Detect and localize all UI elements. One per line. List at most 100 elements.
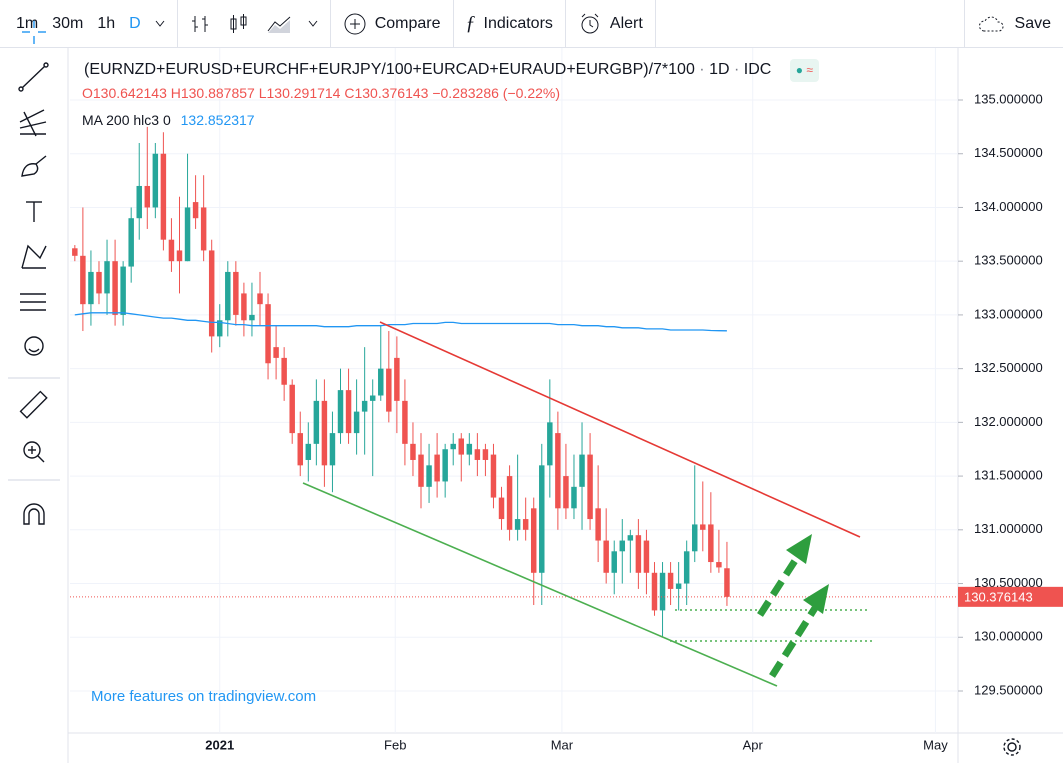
support-trendline[interactable] bbox=[302, 482, 778, 687]
candle-body bbox=[112, 261, 118, 315]
candle-body bbox=[683, 551, 690, 584]
candle-body bbox=[369, 395, 376, 401]
bars-icon[interactable] bbox=[190, 13, 212, 35]
candle-body bbox=[297, 433, 303, 466]
candle-body bbox=[675, 583, 682, 589]
candle-body bbox=[233, 271, 239, 315]
ohlc-open: O130.642143 bbox=[82, 85, 167, 101]
x-tick-label: Mar bbox=[551, 737, 574, 752]
candle-body bbox=[257, 293, 263, 305]
arrow[interactable] bbox=[769, 584, 829, 678]
zoom-tool[interactable] bbox=[23, 441, 45, 463]
candle-body bbox=[514, 519, 521, 530]
interval-group: 1m 30m 1h D bbox=[0, 0, 178, 48]
compare-button[interactable]: Compare bbox=[331, 0, 454, 48]
left-toolbar bbox=[8, 20, 1021, 756]
text-tool[interactable] bbox=[26, 201, 42, 222]
interval-button[interactable]: 1h bbox=[97, 14, 116, 32]
area-icon[interactable] bbox=[266, 13, 292, 35]
y-tick-label: 134.500000 bbox=[974, 145, 1043, 160]
candle-body bbox=[555, 433, 561, 509]
moving-average bbox=[74, 312, 727, 332]
top-toolbar: 1m 30m 1h D Compare ƒ Indicators Alert S… bbox=[0, 0, 1063, 48]
candle-body bbox=[273, 347, 279, 358]
interval-button[interactable]: 30m bbox=[52, 14, 84, 32]
alert-label: Alert bbox=[609, 14, 643, 32]
interval-button[interactable]: D bbox=[129, 14, 141, 32]
separator: · bbox=[733, 61, 744, 78]
settings-icon[interactable] bbox=[1003, 738, 1021, 756]
candle-body bbox=[144, 185, 151, 208]
watermark[interactable]: More features on tradingview.com bbox=[91, 688, 317, 705]
ohlc-close: C130.376143 bbox=[344, 85, 429, 101]
candle-body bbox=[88, 271, 94, 305]
save-button[interactable]: Save bbox=[963, 0, 1063, 48]
emoji-tool[interactable] bbox=[24, 336, 44, 356]
x-tick-label: Apr bbox=[743, 737, 764, 752]
candle-body bbox=[104, 261, 110, 294]
candle-body bbox=[353, 411, 360, 434]
measure-tool[interactable] bbox=[19, 390, 48, 419]
brush-tool[interactable] bbox=[21, 155, 47, 177]
trendline-tool[interactable] bbox=[18, 62, 49, 92]
magnet-tool[interactable] bbox=[23, 503, 45, 525]
candle-body bbox=[530, 508, 537, 573]
candle-body bbox=[539, 465, 545, 573]
ohlc-change: −0.283286 (−0.22%) bbox=[432, 85, 560, 101]
separator: · bbox=[699, 61, 710, 78]
candle-body bbox=[450, 443, 456, 450]
candle-body bbox=[200, 207, 207, 251]
candle-body bbox=[120, 266, 126, 315]
prediction-tool[interactable] bbox=[20, 293, 46, 311]
candle-body bbox=[361, 400, 368, 412]
candle-body bbox=[619, 540, 626, 552]
candle-body bbox=[651, 572, 658, 611]
y-tick-label: 131.000000 bbox=[974, 521, 1043, 536]
arrow[interactable] bbox=[757, 534, 812, 617]
status-badge[interactable]: ● ≈ bbox=[789, 59, 819, 82]
candle-body bbox=[176, 250, 183, 262]
y-tick-label: 132.000000 bbox=[974, 414, 1043, 429]
x-tick-label: 2021 bbox=[205, 737, 234, 752]
last-price-box bbox=[958, 586, 1063, 607]
dropdown-icon[interactable] bbox=[308, 20, 318, 28]
ohlc-low: L130.291714 bbox=[258, 85, 341, 101]
candle-body bbox=[337, 390, 344, 434]
candle-body bbox=[96, 271, 102, 294]
candle-body bbox=[635, 535, 642, 573]
candle-body bbox=[692, 524, 698, 552]
alert-button[interactable]: Alert bbox=[566, 0, 656, 48]
candle-body bbox=[466, 443, 473, 455]
candle-body bbox=[547, 422, 553, 466]
x-tick-label: May bbox=[923, 737, 948, 752]
candle-body bbox=[321, 400, 328, 466]
candle-body bbox=[426, 465, 432, 487]
dropdown-icon[interactable] bbox=[155, 20, 165, 28]
candle-body bbox=[208, 250, 215, 337]
candle-body bbox=[313, 400, 320, 444]
source-label: IDC bbox=[743, 61, 772, 78]
indicators-button[interactable]: ƒ Indicators bbox=[454, 0, 566, 48]
candle-body bbox=[72, 248, 78, 256]
interval-button[interactable]: 1m bbox=[16, 14, 39, 32]
candle-body bbox=[442, 449, 448, 482]
crosshair-tool[interactable] bbox=[22, 20, 46, 44]
candles-icon[interactable] bbox=[228, 13, 250, 35]
fib-tool[interactable] bbox=[19, 109, 47, 137]
candle-body bbox=[659, 572, 666, 611]
candle-body bbox=[168, 239, 175, 262]
pattern-tool[interactable] bbox=[21, 244, 47, 269]
candle-body bbox=[627, 535, 634, 541]
resistance-trendline[interactable] bbox=[379, 321, 861, 538]
candle-body bbox=[700, 524, 706, 530]
y-tick-label: 130.500000 bbox=[974, 575, 1043, 590]
candle-body bbox=[241, 293, 247, 321]
y-tick-label: 131.500000 bbox=[974, 468, 1043, 483]
indicators-label: Indicators bbox=[483, 14, 553, 32]
series bbox=[70, 126, 958, 638]
candle-body bbox=[289, 384, 295, 434]
ma-label: MA 200 hlc3 0 bbox=[82, 112, 171, 128]
y-tick-label: 132.500000 bbox=[974, 360, 1043, 375]
grid bbox=[70, 48, 963, 733]
candle-body bbox=[603, 540, 609, 573]
